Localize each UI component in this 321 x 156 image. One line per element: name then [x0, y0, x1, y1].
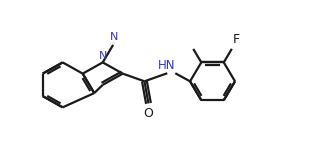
Text: HN: HN: [158, 59, 175, 72]
Text: O: O: [143, 107, 153, 120]
Text: N: N: [99, 51, 107, 61]
Text: F: F: [233, 33, 240, 46]
Text: N: N: [110, 32, 118, 42]
